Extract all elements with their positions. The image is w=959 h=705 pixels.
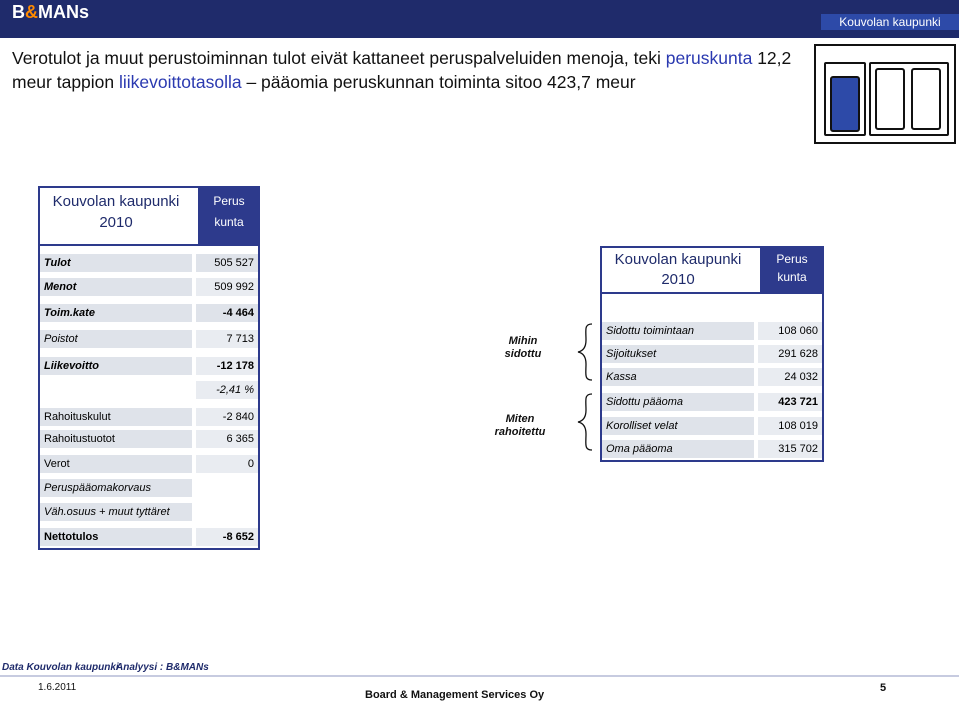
miten-rahoitettu-label: Miten rahoitettu bbox=[494, 413, 546, 438]
navigator-box bbox=[911, 68, 941, 130]
navigator-active-box bbox=[830, 76, 860, 132]
footer-divider bbox=[0, 675, 959, 677]
slide-title: Verotulot ja muut perustoiminnan tulot e… bbox=[12, 48, 792, 92]
footer-date: 1.6.2011 bbox=[38, 682, 77, 693]
bracket-icons bbox=[577, 323, 593, 451]
navigator-column-left bbox=[824, 62, 866, 136]
left-brace-icon bbox=[577, 393, 593, 451]
data-source-label: Data Kouvolan kaupunki bbox=[2, 662, 119, 673]
left-header-org: Kouvolan kaupunki bbox=[52, 193, 180, 210]
right-table-header: Kouvolan kaupunki 2010 Perus kunta bbox=[600, 246, 824, 294]
mihin-sidottu-label: Mihin sidottu bbox=[504, 335, 542, 360]
left-header-year: 2010 bbox=[99, 214, 133, 231]
navigator-box bbox=[875, 68, 905, 130]
left-table-body bbox=[38, 246, 260, 550]
right-header-year: 2010 bbox=[661, 271, 695, 288]
top-bar bbox=[0, 0, 959, 38]
left-header-column: Perus kunta bbox=[198, 188, 260, 244]
analysis-label: Analyysi : B&MANs bbox=[116, 662, 209, 673]
left-table-header: Kouvolan kaupunki 2010 Perus kunta bbox=[38, 186, 260, 246]
organization-badge: Kouvolan kaupunki bbox=[821, 14, 959, 30]
right-header-column: Perus kunta bbox=[760, 248, 824, 292]
right-table-body bbox=[600, 294, 824, 462]
page-number: 5 bbox=[880, 682, 887, 694]
right-header-org: Kouvolan kaupunki bbox=[614, 251, 742, 268]
company-logo: B&MANs bbox=[12, 2, 90, 22]
navigator-column-right bbox=[869, 62, 949, 136]
footer-company: Board & Management Services Oy bbox=[365, 689, 545, 701]
slide-navigator-thumbnail bbox=[814, 44, 956, 144]
left-brace-icon bbox=[577, 323, 593, 381]
